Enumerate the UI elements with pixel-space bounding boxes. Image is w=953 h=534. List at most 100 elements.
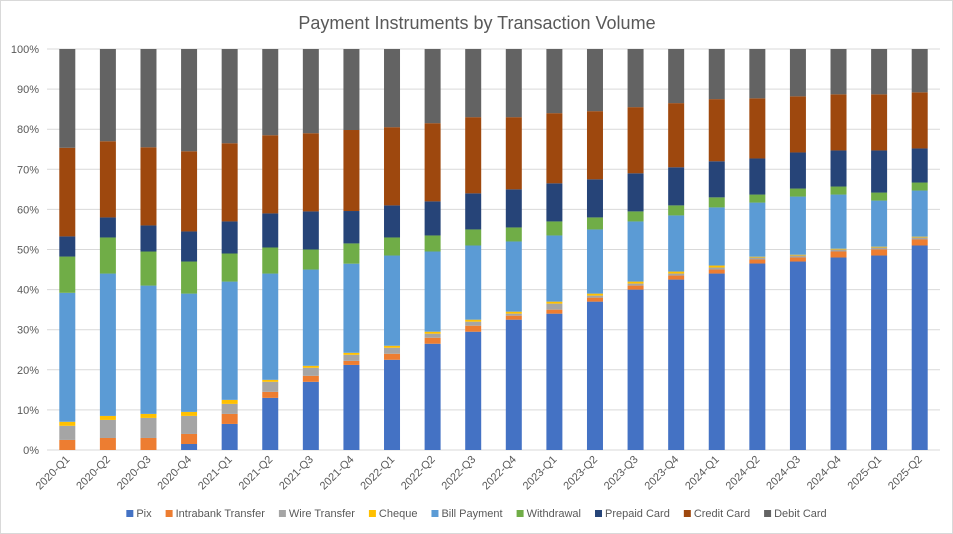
legend-label: Wire Transfer bbox=[289, 508, 355, 520]
bar-segment bbox=[262, 381, 279, 392]
legend-item: Bill Payment bbox=[431, 508, 503, 520]
x-tick-label: 2024-Q2 bbox=[724, 454, 763, 493]
x-tick-label: 2021-Q1 bbox=[196, 454, 235, 493]
bar-segment bbox=[871, 255, 888, 450]
bar-segment bbox=[708, 99, 725, 162]
bar-segment bbox=[911, 236, 928, 238]
legend-swatch bbox=[126, 510, 134, 517]
legend-label: Withdrawal bbox=[527, 508, 581, 520]
x-tick-label: 2021-Q2 bbox=[237, 454, 276, 493]
legend-item: Debit Card bbox=[764, 508, 827, 520]
bar-segment bbox=[343, 354, 360, 361]
bar-segment bbox=[627, 221, 644, 282]
legend-label: Debit Card bbox=[774, 508, 827, 520]
bar-segment bbox=[668, 271, 685, 274]
y-axis-ticks: 0% 10% 20% 30% 40% 50% 60% 70% 80% 90% 100% bbox=[11, 44, 39, 457]
bar-segment bbox=[871, 192, 888, 201]
bar-segment bbox=[668, 275, 685, 280]
bar-segment bbox=[262, 213, 279, 248]
x-tick-label: 2022-Q4 bbox=[480, 454, 519, 493]
bar-segment bbox=[465, 325, 482, 332]
x-tick-label: 2020-Q4 bbox=[155, 454, 194, 493]
y-tick-label: 10% bbox=[17, 405, 39, 417]
y-tick-label: 30% bbox=[17, 325, 39, 337]
bar-segment bbox=[546, 301, 563, 304]
bar-segment bbox=[424, 343, 441, 450]
legend-item: Prepaid Card bbox=[595, 508, 670, 520]
x-tick-label: 2020-Q3 bbox=[115, 454, 154, 493]
bar-segment bbox=[586, 49, 603, 112]
bar-segment bbox=[911, 239, 928, 246]
bar-segment bbox=[546, 49, 563, 114]
legend-swatch bbox=[516, 510, 524, 517]
bar-segment bbox=[586, 111, 603, 180]
bar-segment bbox=[505, 313, 522, 316]
x-tick-label: 2025-Q1 bbox=[845, 454, 884, 493]
bar-segment bbox=[221, 281, 238, 400]
bar-segment bbox=[911, 148, 928, 183]
legend-label: Prepaid Card bbox=[605, 508, 670, 520]
bar-segment bbox=[181, 415, 198, 434]
legend-item: Credit Card bbox=[683, 508, 750, 520]
bar-segment bbox=[789, 152, 806, 189]
bar-segment bbox=[708, 49, 725, 100]
bar-segment bbox=[871, 49, 888, 95]
legend-label: Bill Payment bbox=[441, 508, 502, 520]
bar-segment bbox=[627, 49, 644, 108]
y-tick-label: 80% bbox=[17, 124, 39, 136]
bar-segment bbox=[708, 273, 725, 450]
legend-item: Withdrawal bbox=[516, 508, 581, 520]
bar-segment bbox=[627, 289, 644, 450]
bar-segment bbox=[384, 359, 401, 450]
legend-item: Wire Transfer bbox=[278, 508, 355, 520]
bar-segment bbox=[586, 229, 603, 294]
bar-segment bbox=[546, 309, 563, 314]
bar-segment bbox=[302, 211, 319, 250]
bar-segment bbox=[465, 245, 482, 320]
bar-segment bbox=[465, 49, 482, 118]
bar-segment bbox=[384, 353, 401, 360]
bar-segment bbox=[911, 182, 928, 191]
x-tick-label: 2023-Q2 bbox=[561, 454, 600, 493]
bar-segment bbox=[99, 141, 116, 218]
bar-segment bbox=[424, 333, 441, 338]
y-tick-label: 70% bbox=[17, 164, 39, 176]
bar-segment bbox=[59, 425, 76, 440]
bar-segment bbox=[586, 295, 603, 298]
bar-segment bbox=[830, 94, 847, 151]
bar-segment bbox=[708, 207, 725, 266]
bar-segment bbox=[749, 194, 766, 203]
bar-segment bbox=[668, 167, 685, 206]
bar-segment bbox=[302, 381, 319, 450]
gridlines bbox=[47, 48, 940, 451]
bar-segment bbox=[749, 49, 766, 99]
x-tick-label: 2023-Q3 bbox=[602, 454, 641, 493]
bar-segment bbox=[424, 123, 441, 202]
bar-segment bbox=[465, 319, 482, 322]
bar-segment bbox=[789, 188, 806, 197]
bar-segment bbox=[99, 273, 116, 416]
bar-segment bbox=[708, 161, 725, 198]
bar-segment bbox=[789, 255, 806, 258]
bar-segment bbox=[181, 151, 198, 232]
bar-segment bbox=[627, 211, 644, 222]
bar-segment bbox=[911, 190, 928, 237]
bar-segment bbox=[262, 397, 279, 450]
bar-segment bbox=[789, 257, 806, 262]
bar-segment bbox=[789, 49, 806, 97]
bar-segment bbox=[262, 391, 279, 398]
bar-segment bbox=[546, 313, 563, 450]
bar-segment bbox=[221, 423, 238, 450]
bar-segment bbox=[262, 273, 279, 380]
y-tick-label: 50% bbox=[17, 245, 39, 257]
bar-segment bbox=[505, 311, 522, 314]
bar-segment bbox=[424, 201, 441, 236]
bar-segment bbox=[668, 49, 685, 104]
legend-label: Cheque bbox=[379, 508, 418, 520]
bar-segment bbox=[181, 411, 198, 416]
bar-segment bbox=[586, 293, 603, 296]
bar-segment bbox=[262, 135, 279, 214]
bar-segment bbox=[140, 251, 157, 286]
bar-segment bbox=[181, 293, 198, 412]
bar-segment bbox=[627, 173, 644, 212]
